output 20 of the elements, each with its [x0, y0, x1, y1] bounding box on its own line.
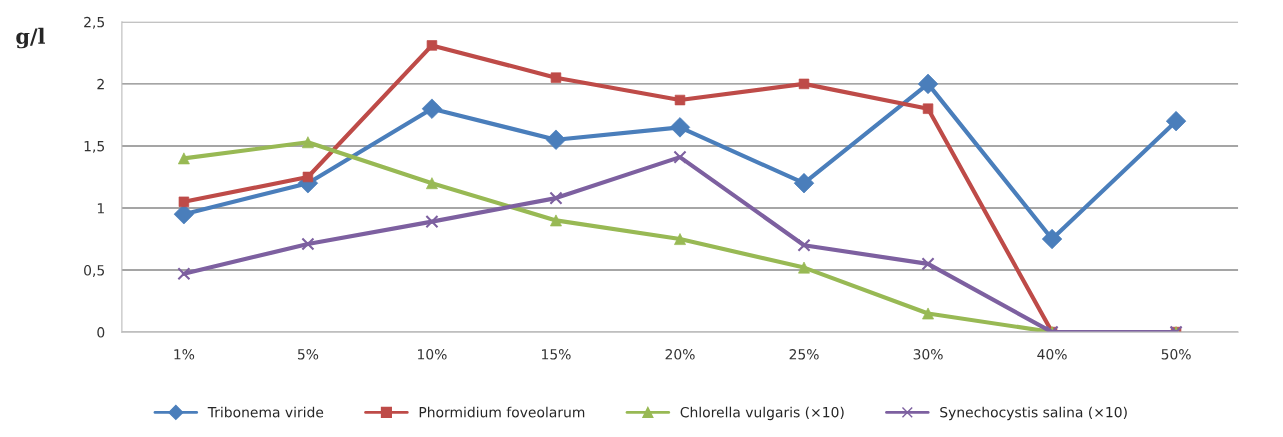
- legend-label: Phormidium foveolarum: [419, 406, 585, 418]
- y-axis-title: g/l: [16, 27, 45, 49]
- x-tick-label: 5%: [297, 349, 319, 360]
- x-tick-label: 40%: [1037, 349, 1067, 360]
- x-tick-label: 15%: [542, 349, 571, 360]
- legend-label: Tribonema viride: [207, 406, 324, 418]
- x-tick-label: 1%: [174, 349, 195, 360]
- x-tick-label: 25%: [789, 349, 819, 360]
- y-tick-label: 2: [97, 78, 104, 90]
- y-tick-label: 2,5: [84, 16, 105, 29]
- y-tick-label: 1: [97, 203, 104, 214]
- y-tick-label: 0,5: [84, 265, 105, 277]
- x-tick-label: 30%: [913, 349, 943, 360]
- legend-label: Chlorella vulgaris (×10): [680, 406, 844, 421]
- x-tick-label: 20%: [665, 349, 695, 360]
- y-tick-label: 1,5: [84, 141, 105, 153]
- x-tick-label: 50%: [1161, 349, 1191, 360]
- legend-label: Synechocystis salina (×10): [940, 406, 1127, 421]
- x-tick-label: 10%: [418, 349, 447, 360]
- y-tick-label: 0: [97, 327, 105, 338]
